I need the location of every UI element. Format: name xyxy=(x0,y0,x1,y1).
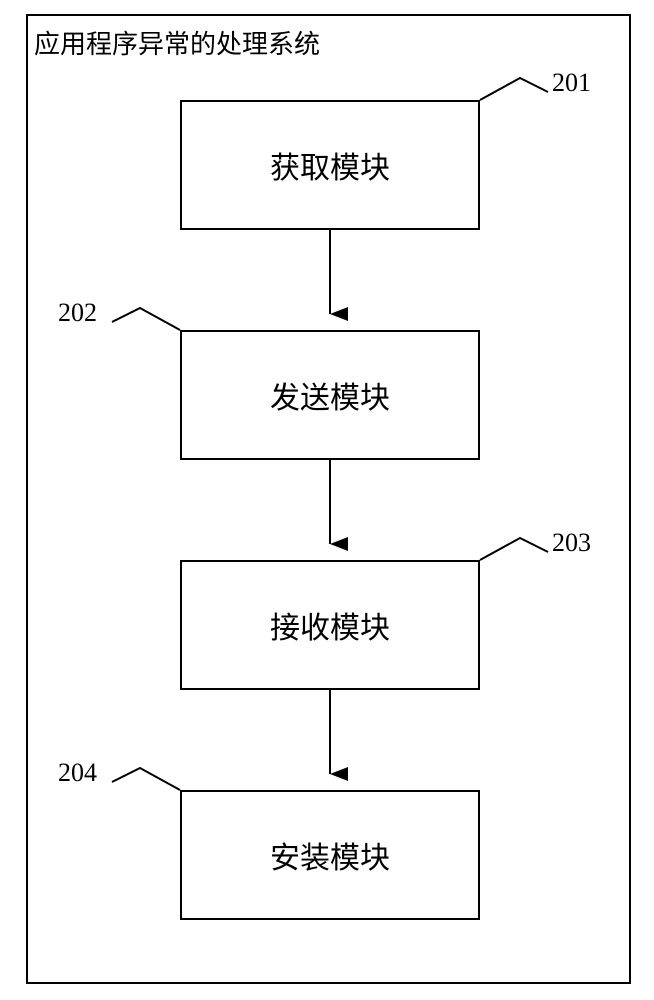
module-label: 接收模块 xyxy=(270,603,390,647)
module-box-acquire: 获取模块 xyxy=(180,100,480,230)
callout-number: 202 xyxy=(58,298,97,328)
callout-number: 204 xyxy=(58,758,97,788)
module-box-send: 发送模块 xyxy=(180,330,480,460)
module-label: 安装模块 xyxy=(270,833,390,877)
module-box-install: 安装模块 xyxy=(180,790,480,920)
diagram-title: 应用程序异常的处理系统 xyxy=(34,24,320,61)
module-label: 获取模块 xyxy=(270,143,390,187)
module-label: 发送模块 xyxy=(270,373,390,417)
callout-number: 201 xyxy=(552,68,591,98)
module-box-receive: 接收模块 xyxy=(180,560,480,690)
callout-number: 203 xyxy=(552,528,591,558)
